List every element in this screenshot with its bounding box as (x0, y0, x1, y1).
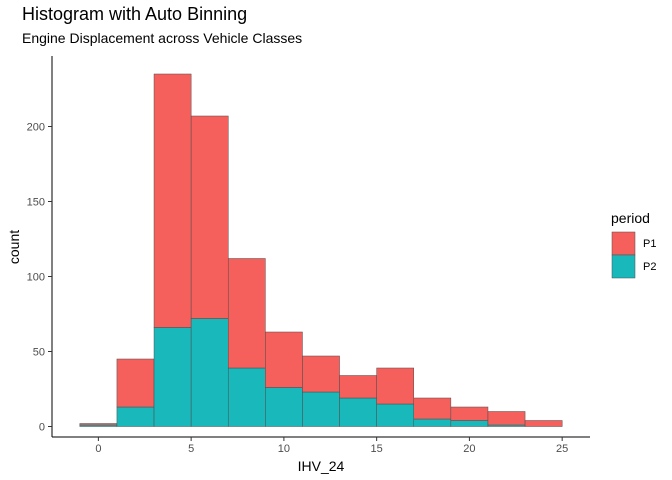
x-tick-label: 25 (556, 443, 568, 455)
x-tick-label: 10 (278, 443, 290, 455)
y-tick-label: 50 (33, 347, 45, 359)
bar-p1-bin-7 (339, 375, 377, 399)
bar-p1-bin-4 (227, 258, 266, 369)
chart-subtitle: Engine Displacement across Vehicle Class… (22, 30, 303, 46)
x-axis-title: IHV_24 (298, 458, 345, 474)
bar-p2-bin-7 (339, 397, 377, 427)
y-tick-label: 100 (27, 272, 45, 284)
x-tick-label: 5 (188, 443, 194, 455)
x-tick-label: 15 (371, 443, 383, 455)
legend-items: P1 P2 (611, 231, 656, 279)
bar-p2-bin-9 (413, 418, 452, 427)
bar-p1-bin-0 (79, 423, 118, 426)
bar-p1-bin-5 (265, 331, 303, 388)
bars-layer (79, 73, 563, 427)
bar-p1-bin-11 (487, 411, 526, 426)
chart-title: Histogram with Auto Binning (22, 4, 248, 24)
bar-p1-bin-10 (450, 406, 489, 421)
y-tick-label: 0 (39, 422, 45, 434)
bar-p2-bin-6 (302, 391, 340, 427)
bar-p1-bin-2 (153, 73, 192, 328)
x-ticks-layer: 0 5 10 15 20 25 (95, 437, 568, 455)
bar-p1-bin-12 (524, 420, 563, 427)
bar-p2-bin-8 (376, 403, 415, 427)
bar-p1-bin-9 (413, 397, 452, 420)
bar-p2-bin-5 (265, 387, 303, 427)
bar-p2-bin-3 (190, 318, 229, 427)
y-tick-label: 150 (27, 197, 45, 209)
y-axis-title: count (6, 230, 22, 264)
legend: period P1 P2 (611, 210, 656, 279)
legend-label-p2: P2 (643, 261, 656, 273)
legend-label-p1: P1 (643, 238, 656, 250)
bar-p1-bin-8 (376, 367, 415, 405)
x-tick-label: 0 (95, 443, 101, 455)
bar-p1-bin-6 (302, 355, 340, 393)
bar-p2-bin-4 (227, 367, 266, 427)
y-ticks-layer: 0 50 100 150 200 (27, 122, 52, 434)
bar-p1-bin-1 (116, 358, 155, 408)
legend-key-p1 (611, 231, 636, 256)
bar-p2-bin-2 (153, 327, 192, 427)
bar-p2-bin-10 (450, 420, 489, 427)
y-tick-label: 200 (27, 122, 45, 134)
bar-p1-bin-3 (190, 115, 229, 319)
legend-title: period (611, 210, 650, 226)
bar-p2-bin-1 (116, 406, 155, 427)
x-tick-label: 20 (463, 443, 475, 455)
legend-key-p2 (611, 254, 636, 279)
